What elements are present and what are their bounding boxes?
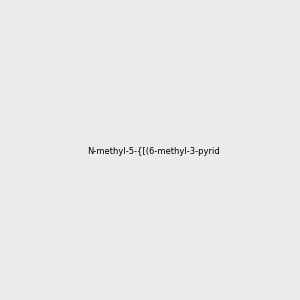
Text: N-methyl-5-{[(6-methyl-3-pyrid: N-methyl-5-{[(6-methyl-3-pyrid xyxy=(87,147,220,156)
